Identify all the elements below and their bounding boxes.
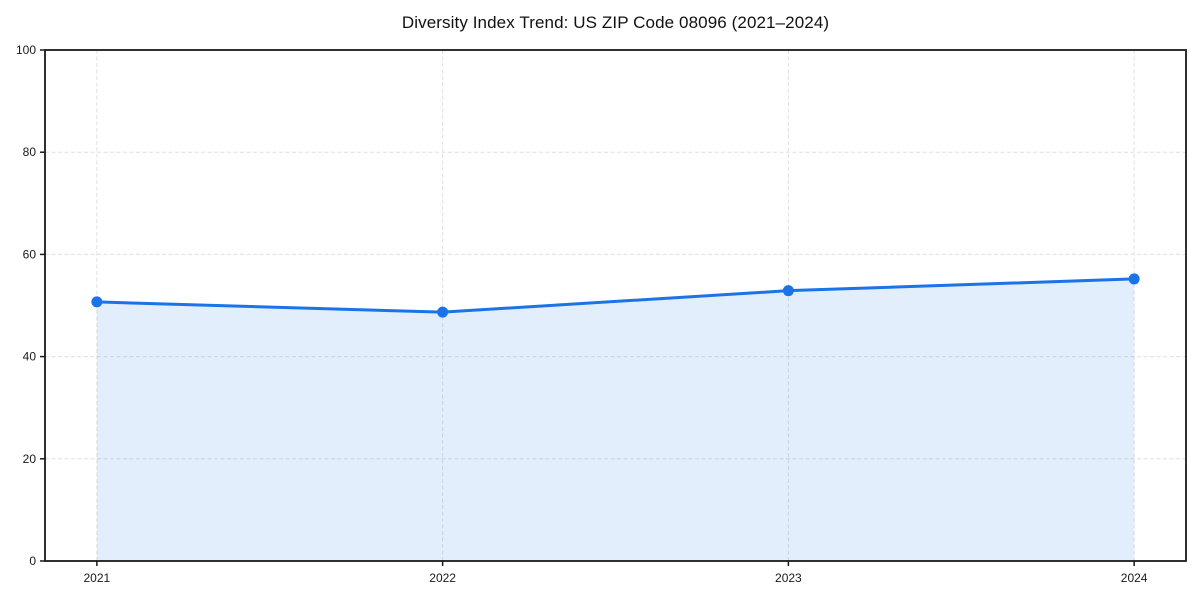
x-tick-label: 2024 [1121,571,1148,585]
data-point-marker [437,306,449,318]
area-fill [96,278,1135,561]
y-tick-label: 60 [23,247,37,261]
y-tick-label: 80 [23,145,37,159]
y-tick-label: 100 [16,43,36,57]
y-tick-label: 0 [29,554,36,568]
x-tick-label: 2023 [775,571,802,585]
y-tick-label: 40 [23,350,37,364]
data-point-marker [91,296,103,308]
data-point-marker [1128,273,1140,285]
trend-line [95,277,1136,314]
data-point-marker [782,285,794,297]
x-tick-label: 2022 [429,571,456,585]
axis-spines [44,49,1187,562]
chart-title: Diversity Index Trend: US ZIP Code 08096… [401,13,830,32]
x-tick-label: 2021 [84,571,111,585]
y-tick-label: 20 [23,452,37,466]
